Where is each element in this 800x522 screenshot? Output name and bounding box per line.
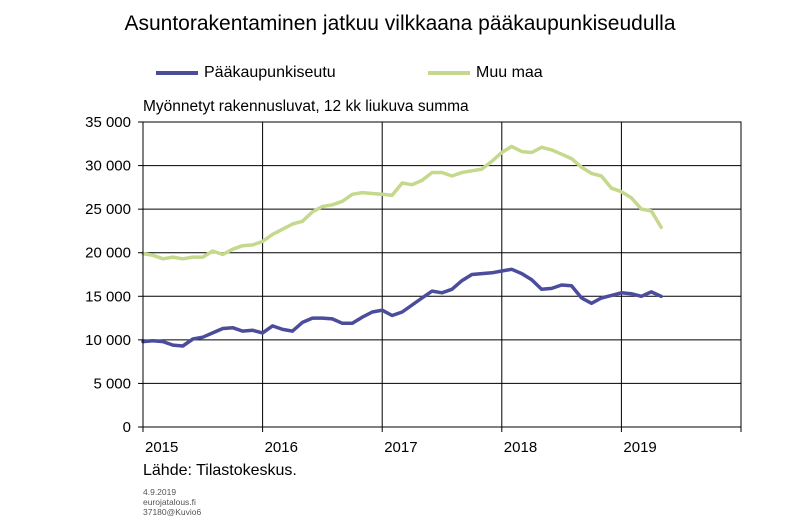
chart-title: Asuntorakentaminen jatkuu vilkkaana pääk… bbox=[124, 12, 676, 35]
series-line-muu-maa bbox=[141, 144, 663, 261]
meta-site: eurojatalous.fi bbox=[143, 497, 196, 507]
y-tick-label: 30 000 bbox=[85, 158, 131, 175]
x-tick-label: 2016 bbox=[265, 439, 298, 456]
series-line-paakaupunkiseutu bbox=[141, 267, 663, 348]
y-axis-ticks: 0 5 000 10 000 15 000 20 000 25 000 30 000 35 0… bbox=[85, 114, 143, 436]
source-note: Lähde: Tilastokeskus. bbox=[143, 462, 297, 479]
chart-subtitle: Myönnetyt rakennusluvat, 12 kk liukuva s… bbox=[143, 98, 469, 115]
y-tick-label: 0 bbox=[123, 419, 131, 436]
x-tick-label: 2019 bbox=[623, 439, 656, 456]
x-axis-ticks: 2015 2016 2017 2018 2019 bbox=[142, 427, 742, 456]
legend-item-muu-maa: Muu maa bbox=[428, 64, 543, 82]
legend-label-muu-maa: Muu maa bbox=[476, 64, 543, 81]
meta-date: 4.9.2019 bbox=[143, 487, 177, 497]
y-tick-label: 20 000 bbox=[85, 245, 131, 262]
chart-grid bbox=[142, 121, 742, 428]
y-tick-label: 25 000 bbox=[85, 201, 131, 218]
x-tick-label: 2018 bbox=[504, 439, 537, 456]
meta-code: 37180@Kuvio6 bbox=[143, 507, 202, 517]
y-tick-label: 35 000 bbox=[85, 114, 131, 131]
y-tick-label: 5 000 bbox=[93, 375, 131, 392]
y-tick-label: 10 000 bbox=[85, 332, 131, 349]
chart-series bbox=[141, 144, 663, 348]
x-tick-label: 2017 bbox=[384, 439, 417, 456]
legend-swatch-muu-maa bbox=[428, 71, 470, 75]
plot-frame bbox=[142, 121, 742, 428]
legend-item-paakaupunkiseutu: Pääkaupunkiseutu bbox=[156, 64, 336, 82]
y-tick-label: 15 000 bbox=[85, 288, 131, 305]
x-tick-label: 2015 bbox=[145, 439, 178, 456]
legend-label-paakaupunkiseutu: Pääkaupunkiseutu bbox=[204, 64, 336, 81]
legend-swatch-paakaupunkiseutu bbox=[156, 71, 198, 75]
